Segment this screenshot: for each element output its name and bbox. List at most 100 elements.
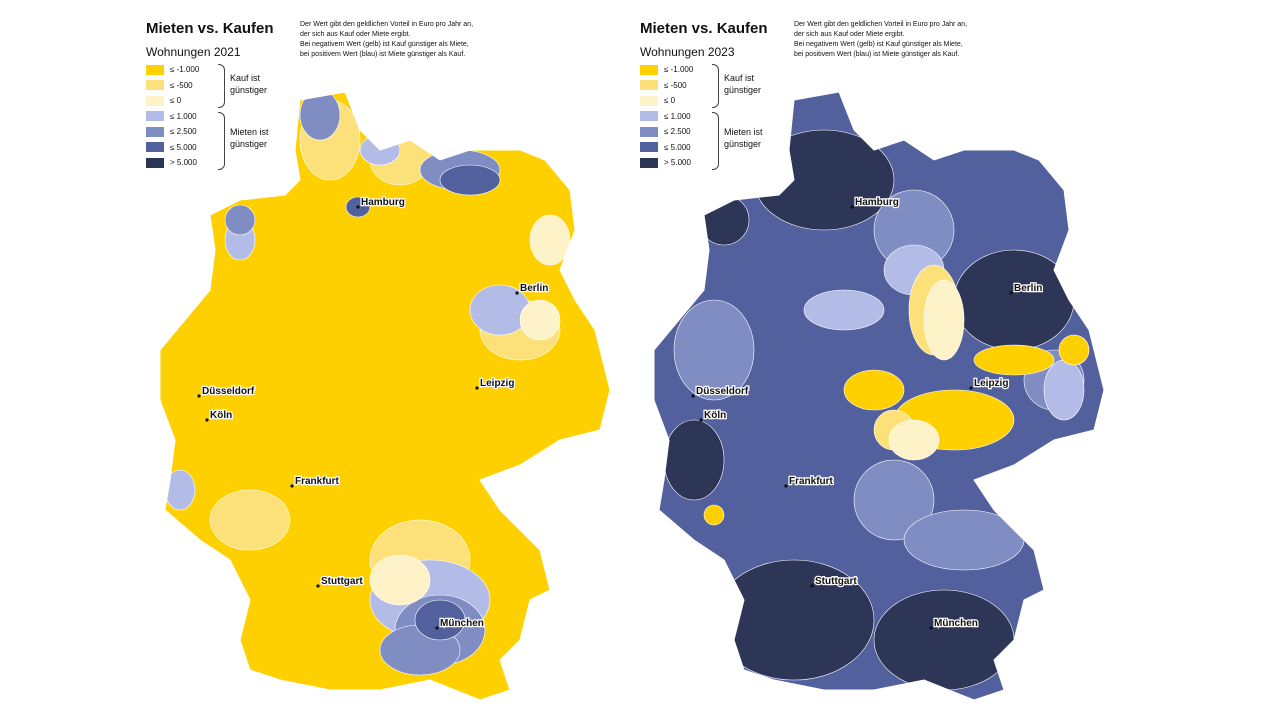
city-marker <box>784 484 788 488</box>
description-line: bei positivem Wert (blau) ist Miete güns… <box>300 51 466 58</box>
legend-swatch <box>640 126 658 137</box>
city-label: Leipzig <box>480 378 514 389</box>
legend: ≤ -1.000 ≤ -500 ≤ 0 ≤ 1.000 ≤ 2.500 ≤ 5.000 > … <box>146 62 286 172</box>
region <box>1043 359 1085 421</box>
city-marker <box>515 291 519 295</box>
choropleth-map: Hamburg Berlin Düsseldorf Köln Leipzig Frankf… <box>159 91 611 701</box>
legend-swatch <box>146 80 164 91</box>
legend-label: ≤ 0 <box>664 96 676 106</box>
city-label: Leipzig <box>974 378 1008 389</box>
legend-label: ≤ 2.500 <box>664 127 691 137</box>
legend-swatch <box>146 95 164 106</box>
city-label: München <box>440 618 484 629</box>
legend-swatch <box>640 111 658 122</box>
city-marker <box>850 205 854 209</box>
legend-swatch <box>640 80 658 91</box>
legend-swatch <box>146 64 164 75</box>
city-marker <box>290 484 294 488</box>
city-marker <box>356 205 360 209</box>
map-subtitle: Wohnungen 2021 <box>146 45 241 59</box>
legend-label: ≤ 5.000 <box>664 142 691 152</box>
region <box>923 279 965 361</box>
legend-item: ≤ 1.000 <box>146 109 286 125</box>
legend-item: ≤ 0 <box>146 93 286 109</box>
legend-label: ≤ 5.000 <box>170 142 197 152</box>
description-line: Bei negativem Wert (gelb) ist Kauf günst… <box>300 41 469 48</box>
city-marker <box>691 394 695 398</box>
legend-swatch <box>640 157 658 168</box>
region <box>663 419 725 501</box>
region <box>414 599 466 641</box>
region <box>439 164 501 196</box>
city-label: Köln <box>210 410 232 421</box>
map-title: Mieten vs. Kaufen <box>640 20 768 37</box>
brace-icon <box>712 64 719 108</box>
brace-icon <box>218 112 225 170</box>
legend-label: ≤ 0 <box>170 96 182 106</box>
legend-item: ≤ -1.000 <box>640 62 780 78</box>
legend-item: > 5.000 <box>640 155 780 171</box>
legend-item: ≤ -1.000 <box>146 62 286 78</box>
region <box>1058 334 1090 366</box>
legend-item: ≤ 5.000 <box>146 140 286 156</box>
legend-label: ≤ -500 <box>170 80 193 90</box>
region <box>903 509 1025 571</box>
region <box>164 469 196 511</box>
region <box>209 489 291 551</box>
description-line: Der Wert gibt den geldlichen Vorteil in … <box>300 21 474 28</box>
region <box>973 344 1055 376</box>
brace-icon <box>218 64 225 108</box>
legend-item: > 5.000 <box>146 155 286 171</box>
description-line: Bei negativem Wert (gelb) ist Kauf günst… <box>794 41 963 48</box>
city-label: Berlin <box>520 283 548 294</box>
legend-group-buy: Kauf ist günstiger <box>724 73 762 95</box>
description-line: Der Wert gibt den geldlichen Vorteil in … <box>794 21 968 28</box>
legend-item: ≤ 5.000 <box>640 140 780 156</box>
region <box>853 459 935 541</box>
region <box>519 299 561 341</box>
map-title: Mieten vs. Kaufen <box>146 20 274 37</box>
city-marker <box>699 418 703 422</box>
region <box>888 419 940 461</box>
legend-swatch <box>640 95 658 106</box>
legend-label: ≤ 1.000 <box>664 111 691 121</box>
description-line: der sich aus Kauf oder Miete ergibt. <box>300 31 411 38</box>
legend: ≤ -1.000 ≤ -500 ≤ 0 ≤ 1.000 ≤ 2.500 ≤ 5.000 > … <box>640 62 780 172</box>
legend-group-rent: Mieten ist günstiger <box>724 127 763 149</box>
legend-swatch <box>640 142 658 153</box>
legend-item: ≤ 0 <box>640 93 780 109</box>
legend-item: ≤ -500 <box>146 78 286 94</box>
legend-label: ≤ 1.000 <box>170 111 197 121</box>
city-label: Frankfurt <box>295 476 340 487</box>
region <box>299 92 341 141</box>
region <box>369 554 431 606</box>
legend-label: ≤ -500 <box>664 80 687 90</box>
city-marker <box>475 386 479 390</box>
city-label: München <box>934 618 978 629</box>
legend-group-rent: Mieten ist günstiger <box>230 127 269 149</box>
city-label: Frankfurt <box>789 476 834 487</box>
city-label: Köln <box>704 410 726 421</box>
map-panel-2021: Hamburg Berlin Düsseldorf Köln Leipzig Frankf… <box>0 0 611 721</box>
legend-swatch <box>146 126 164 137</box>
region <box>803 289 885 331</box>
region <box>529 214 571 266</box>
legend-swatch <box>640 64 658 75</box>
legend-swatch <box>146 157 164 168</box>
legend-label: ≤ -1.000 <box>664 65 694 75</box>
region <box>673 299 755 401</box>
city-label: Berlin <box>1014 283 1042 294</box>
description-line: der sich aus Kauf oder Miete ergibt. <box>794 31 905 38</box>
legend-label: > 5.000 <box>664 158 691 168</box>
region <box>703 504 725 526</box>
city-marker <box>316 584 320 588</box>
city-label: Hamburg <box>855 197 899 208</box>
legend-swatch <box>146 142 164 153</box>
city-marker <box>435 626 439 630</box>
legend-group-buy: Kauf ist günstiger <box>230 73 268 95</box>
city-label: Stuttgart <box>815 576 857 587</box>
legend-item: ≤ -500 <box>640 78 780 94</box>
city-marker <box>969 386 973 390</box>
map-description: Der Wert gibt den geldlichen Vorteil in … <box>300 20 473 60</box>
region <box>873 589 1015 691</box>
